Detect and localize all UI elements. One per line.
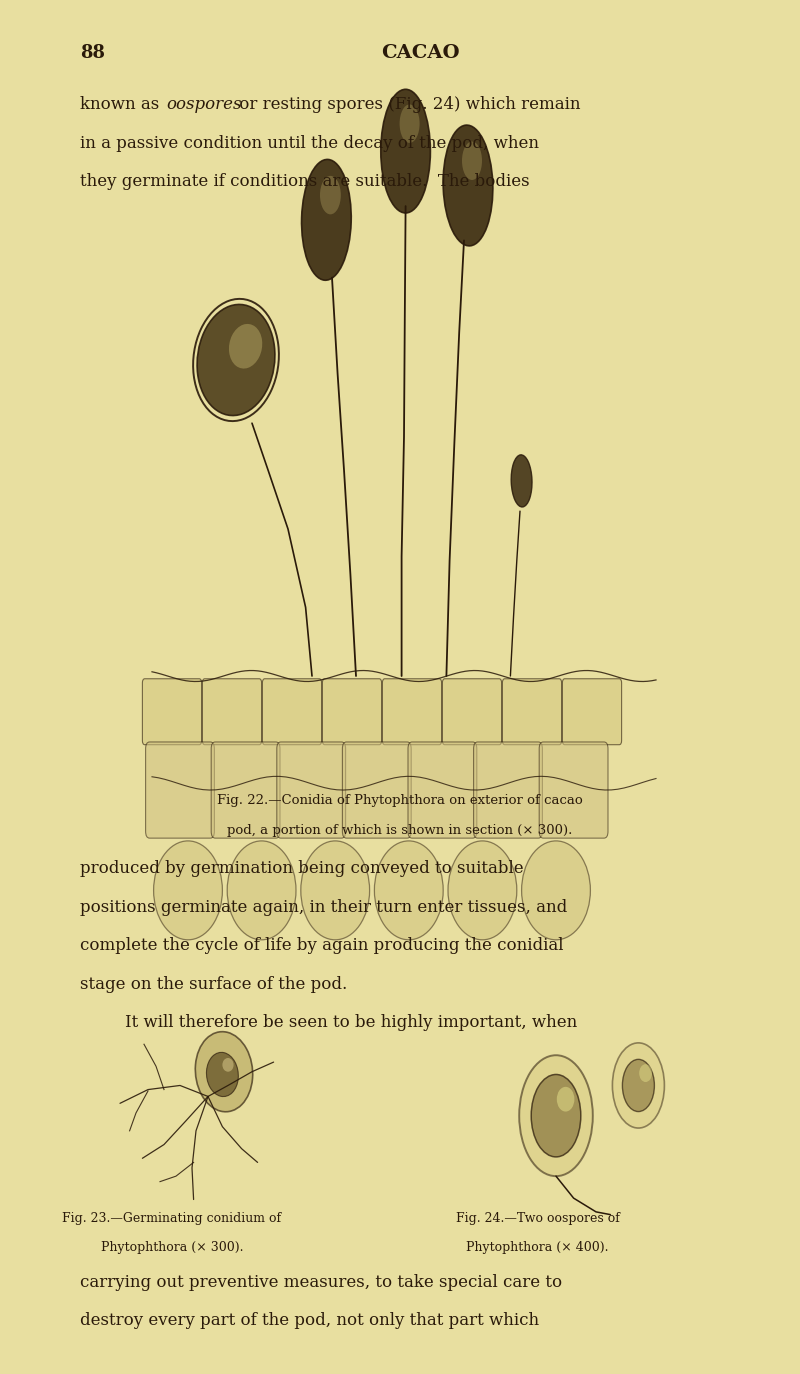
FancyBboxPatch shape <box>146 742 214 838</box>
FancyBboxPatch shape <box>502 679 562 745</box>
Ellipse shape <box>400 104 420 143</box>
FancyBboxPatch shape <box>539 742 608 838</box>
Text: pod, a portion of which is shown in section (× 300).: pod, a portion of which is shown in sect… <box>227 824 573 837</box>
Ellipse shape <box>462 142 482 180</box>
FancyBboxPatch shape <box>342 742 411 838</box>
Ellipse shape <box>531 1074 581 1157</box>
Ellipse shape <box>222 1058 234 1072</box>
FancyBboxPatch shape <box>442 679 502 745</box>
Ellipse shape <box>519 1055 593 1176</box>
Ellipse shape <box>302 159 351 280</box>
Ellipse shape <box>381 89 430 213</box>
Text: It will therefore be seen to be highly important, when: It will therefore be seen to be highly i… <box>104 1014 578 1030</box>
Ellipse shape <box>197 305 275 415</box>
Text: or resting spores (Fig. 24) which remain: or resting spores (Fig. 24) which remain <box>234 96 581 113</box>
FancyBboxPatch shape <box>562 679 622 745</box>
Text: carrying out preventive measures, to take special care to: carrying out preventive measures, to tak… <box>80 1274 562 1290</box>
Text: 88: 88 <box>80 44 105 62</box>
Ellipse shape <box>229 324 262 368</box>
Ellipse shape <box>227 841 296 940</box>
Ellipse shape <box>639 1063 652 1081</box>
FancyBboxPatch shape <box>211 742 280 838</box>
Ellipse shape <box>522 841 590 940</box>
Text: Fig. 23.—Germinating conidium of: Fig. 23.—Germinating conidium of <box>62 1212 282 1224</box>
FancyBboxPatch shape <box>277 742 346 838</box>
Ellipse shape <box>374 841 443 940</box>
Text: destroy every part of the pod, not only that part which: destroy every part of the pod, not only … <box>80 1312 539 1329</box>
Ellipse shape <box>154 841 222 940</box>
Text: produced by germination being conveyed to suitable: produced by germination being conveyed t… <box>80 860 524 877</box>
FancyBboxPatch shape <box>262 679 322 745</box>
Text: Fig. 22.—Conidia of Phytophthora on exterior of cacao: Fig. 22.—Conidia of Phytophthora on exte… <box>217 794 583 807</box>
Text: they germinate if conditions are suitable.  The bodies: they germinate if conditions are suitabl… <box>80 173 530 190</box>
Text: CACAO: CACAO <box>381 44 459 62</box>
Ellipse shape <box>195 1032 253 1112</box>
FancyBboxPatch shape <box>142 679 202 745</box>
Text: in a passive condition until the decay of the pod, when: in a passive condition until the decay o… <box>80 135 539 151</box>
Ellipse shape <box>557 1087 574 1112</box>
Ellipse shape <box>622 1059 654 1112</box>
Ellipse shape <box>301 841 370 940</box>
FancyBboxPatch shape <box>382 679 442 745</box>
Ellipse shape <box>206 1052 238 1096</box>
FancyBboxPatch shape <box>474 742 542 838</box>
Text: known as: known as <box>80 96 165 113</box>
Text: Fig. 24.—Two oospores of: Fig. 24.—Two oospores of <box>456 1212 619 1224</box>
Ellipse shape <box>613 1043 664 1128</box>
Text: complete the cycle of life by again producing the conidial: complete the cycle of life by again prod… <box>80 937 563 954</box>
FancyBboxPatch shape <box>408 742 477 838</box>
Text: stage on the surface of the pod.: stage on the surface of the pod. <box>80 976 347 992</box>
Text: Phytophthora (× 400).: Phytophthora (× 400). <box>466 1241 609 1253</box>
Ellipse shape <box>320 176 341 214</box>
Text: Phytophthora (× 300).: Phytophthora (× 300). <box>101 1241 243 1253</box>
Ellipse shape <box>448 841 517 940</box>
Ellipse shape <box>511 455 532 507</box>
Ellipse shape <box>443 125 493 246</box>
Text: positions germinate again, in their turn enter tissues, and: positions germinate again, in their turn… <box>80 899 567 915</box>
FancyBboxPatch shape <box>322 679 382 745</box>
Text: oospores: oospores <box>166 96 242 113</box>
FancyBboxPatch shape <box>202 679 262 745</box>
